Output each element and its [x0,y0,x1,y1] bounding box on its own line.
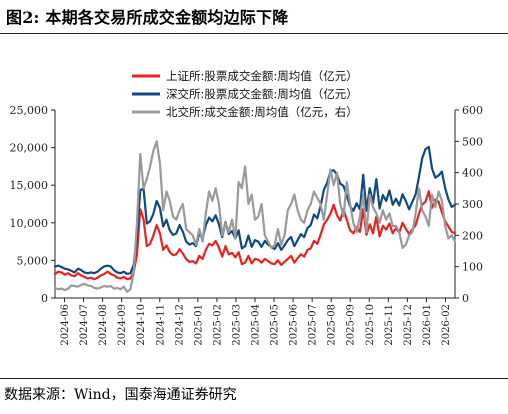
x-tick-label: 2024-10 [136,304,147,346]
x-tick-label: 2024-06 [60,304,71,346]
x-tick-label: 2025-11 [384,304,395,346]
right-tick-label: 600 [462,104,483,117]
x-tick-label: 2024-11 [155,304,166,346]
source-note: 数据来源：Wind，国泰海通证券研究 [4,387,237,403]
x-tick-label: 2025-03 [231,304,242,346]
chart-series-lines [53,140,457,293]
x-tick-label: 2024-08 [98,304,109,346]
x-tick-label: 2024-09 [117,304,128,346]
series-line-2 [53,140,457,293]
x-tick-label: 2024-12 [174,304,185,346]
series-line-1 [53,145,457,276]
x-tick-label: 2024-07 [79,304,90,346]
right-tick-label: 400 [462,167,483,180]
x-tick-label: 2026-02 [441,304,452,346]
x-tick-label: 2026-01 [422,304,433,346]
x-tick-label: 2025-08 [327,304,338,346]
x-tick-label: 2025-04 [251,304,262,346]
figure-title: 图2: 本期各交易所成交金额均边际下降 [6,8,289,27]
x-tick-label: 2025-05 [270,304,281,346]
right-tick-label: 200 [462,229,483,242]
right-tick-label: 300 [462,198,483,211]
x-tick-label: 2025-01 [193,304,204,346]
x-tick-label: 2025-07 [308,304,319,346]
left-tick-label: 20,000 [10,142,49,155]
x-tick-label: 2025-10 [365,304,376,346]
chart-axes: 0 5,000 10,000 15,000 20,000 25,000 0 100 200 300… [10,104,484,346]
x-tick-label: 2025-06 [289,304,300,346]
legend-label-1: 深交所:股票成交金额:周均值（亿元） [166,87,358,101]
x-tick-label: 2025-09 [346,304,357,346]
title-divider [0,33,508,34]
x-tick-label: 2025-02 [212,304,223,346]
legend-label-0: 上证所:股票成交金额:周均值（亿元） [166,69,358,83]
chart-legend: 上证所:股票成交金额:周均值（亿元） 深交所:股票成交金额:周均值（亿元） 北交所:… [132,69,358,119]
legend-label-2: 北交所:成交金额:周均值（亿元，右） [166,105,358,119]
left-tick-label: 0 [41,292,48,305]
left-tick-label: 25,000 [10,104,49,117]
left-tick-label: 15,000 [10,179,49,192]
left-tick-label: 5,000 [17,254,49,267]
right-tick-label: 500 [462,135,483,148]
series-line-0 [53,190,457,281]
left-tick-label: 10,000 [10,217,49,230]
dual-axis-line-chart: 0 5,000 10,000 15,000 20,000 25,000 0 100 200 300… [10,69,484,346]
right-tick-label: 100 [462,261,483,274]
right-tick-label: 0 [462,292,469,305]
source-divider [0,378,508,379]
x-tick-label: 2025-12 [403,304,414,346]
